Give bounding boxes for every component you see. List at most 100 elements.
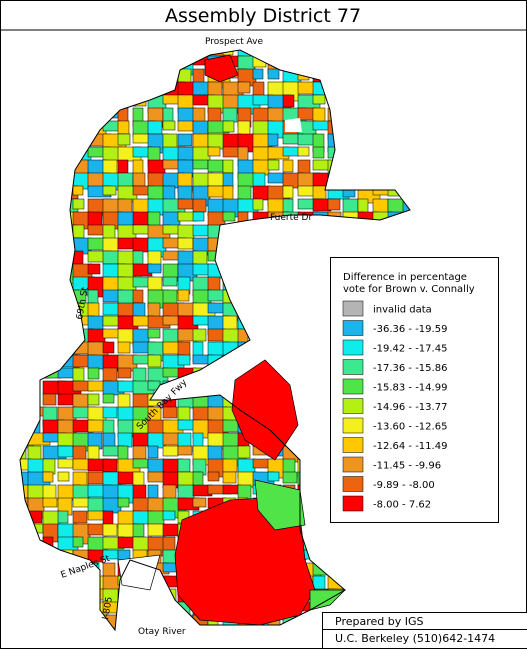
precinct: [177, 445, 193, 456]
precinct: [177, 81, 195, 97]
precinct: [252, 185, 271, 201]
precinct: [162, 328, 179, 344]
precinct: [282, 146, 300, 157]
legend-label: -12.64 - -11.49: [373, 441, 447, 452]
precinct: [117, 497, 130, 508]
precinct: [192, 159, 209, 170]
legend-label: -13.60 - -12.65: [373, 422, 447, 433]
precinct: [207, 159, 224, 173]
legend-swatch: [342, 476, 364, 492]
precinct: [87, 445, 100, 461]
precinct: [162, 211, 181, 227]
precinct: [147, 302, 161, 318]
precinct: [72, 497, 91, 508]
precinct: [312, 94, 326, 105]
precinct: [192, 120, 209, 136]
precinct: [102, 419, 115, 435]
precinct: [254, 479, 306, 531]
precinct: [72, 510, 88, 524]
precinct: [177, 354, 191, 366]
legend-swatch: [342, 320, 364, 336]
street-label: I-805: [101, 596, 115, 620]
precinct: [312, 185, 327, 200]
precinct: [282, 185, 294, 199]
precinct: [207, 445, 223, 461]
legend-label: -14.96 - -13.77: [373, 402, 447, 413]
legend-swatch: [342, 378, 364, 395]
precinct: [42, 393, 57, 406]
precinct: [117, 120, 130, 135]
precinct: [42, 471, 54, 483]
street-label: Prospect Ave: [205, 37, 264, 47]
footer-line: U.C. Berkeley (510)642-1474: [335, 632, 495, 645]
precinct: [87, 419, 105, 433]
precinct: [282, 198, 294, 214]
precinct: [117, 133, 131, 146]
precinct: [327, 198, 341, 211]
precinct: [87, 263, 101, 275]
precinct: [102, 523, 118, 537]
precinct: [57, 445, 74, 458]
street-label: Otay River: [138, 627, 186, 637]
precinct: [72, 224, 85, 239]
precinct: [117, 367, 132, 379]
precinct: [72, 198, 85, 210]
precinct: [282, 159, 294, 173]
precinct: [147, 263, 162, 274]
precinct: [132, 133, 150, 144]
precinct: [147, 445, 159, 459]
legend-label: -9.89 - -8.00: [373, 480, 435, 491]
precinct: [132, 211, 151, 226]
precinct: [117, 432, 133, 448]
gap: [285, 118, 302, 132]
legend-label: -11.45 - -9.96: [373, 461, 441, 472]
precinct: [162, 406, 178, 419]
precinct: [162, 276, 178, 287]
precinct: [267, 133, 279, 147]
legend-label: -36.36 - -19.59: [373, 324, 447, 335]
precinct: [147, 523, 166, 537]
legend-swatch: [342, 495, 364, 512]
precinct: [252, 172, 266, 188]
precinct: [237, 81, 251, 94]
legend-label: invalid data: [373, 305, 432, 316]
precinct: [162, 432, 181, 446]
precinct: [132, 458, 149, 469]
precinct: [282, 94, 295, 108]
precinct: [192, 497, 207, 508]
legend-label: -8.00 - 7.62: [373, 500, 431, 511]
precinct: [312, 146, 325, 159]
precinct: [252, 68, 264, 80]
precinct: [222, 211, 236, 222]
precinct: [177, 289, 190, 302]
precinct: [222, 120, 235, 133]
precinct: [57, 471, 70, 482]
precinct: [222, 432, 241, 448]
precinct: [147, 471, 166, 483]
precinct: [102, 393, 115, 404]
precinct: [132, 237, 150, 253]
street-label: Fuerte Dr: [270, 213, 312, 223]
precinct: [102, 328, 120, 339]
precinct: [147, 120, 163, 135]
legend-swatch: [342, 339, 364, 356]
precinct: [192, 224, 209, 237]
precinct: [252, 198, 264, 211]
precinct: [297, 146, 310, 157]
precinct: [177, 120, 194, 132]
precinct: [162, 445, 179, 457]
legend-swatch: [342, 417, 364, 434]
precinct: [204, 54, 239, 83]
precinct: [162, 224, 180, 235]
district-outline: [19, 49, 411, 632]
legend-title: vote for Brown v. Connally: [343, 284, 475, 295]
precinct: [102, 185, 117, 196]
precinct: [87, 315, 104, 331]
precinct: [207, 146, 221, 157]
footer-line: Prepared by IGS: [335, 615, 423, 628]
precinct: [237, 172, 256, 188]
precinct: [132, 445, 147, 460]
precinct: [207, 328, 226, 342]
precinct: [132, 289, 144, 304]
